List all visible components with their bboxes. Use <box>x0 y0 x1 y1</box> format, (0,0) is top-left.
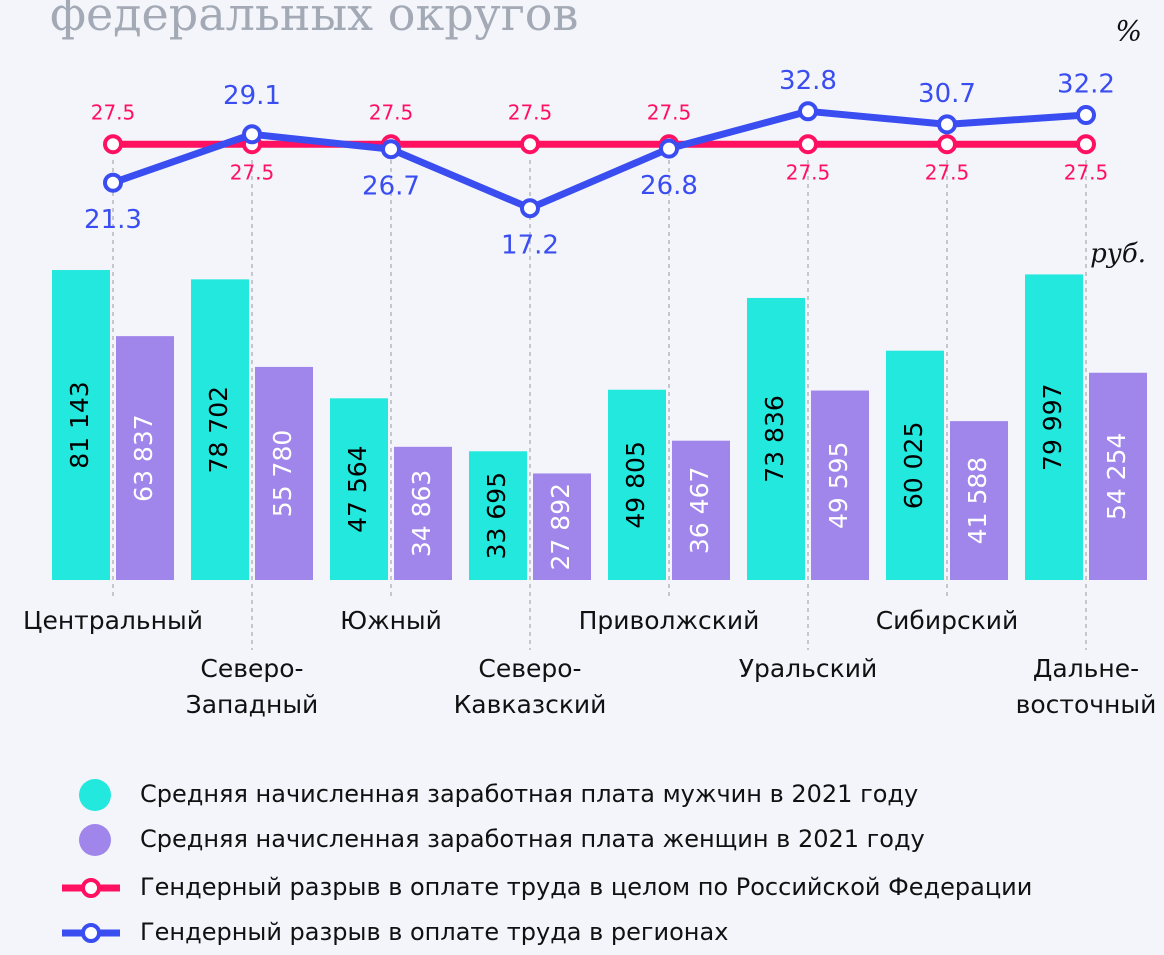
line-point <box>103 134 123 155</box>
line-value-label: 26.8 <box>640 171 698 201</box>
line-value-label: 27.5 <box>647 101 692 125</box>
bar <box>608 389 666 580</box>
line-value-label: 27.5 <box>1064 161 1109 185</box>
x-tick-label: Приволжский <box>579 606 760 635</box>
bar <box>950 421 1008 580</box>
y-unit: руб. <box>1090 239 1146 269</box>
bar-value-label: 47 564 <box>343 445 372 532</box>
line-value-label: 27.5 <box>786 161 831 185</box>
line-point <box>103 172 123 193</box>
line-point <box>798 134 818 155</box>
y2-unit: % <box>1115 15 1142 48</box>
line <box>111 107 1087 212</box>
line-point <box>381 139 401 160</box>
bar <box>255 366 313 580</box>
x-tick-label: Северо- <box>200 654 303 683</box>
x-tick-label: восточный <box>1016 690 1157 719</box>
line-value-label: 29.1 <box>223 81 281 111</box>
legend-marker <box>79 824 111 856</box>
bar <box>886 350 944 580</box>
bar-value-label: 81 143 <box>65 381 94 468</box>
line-value-label: 17.2 <box>501 231 559 261</box>
bar <box>52 270 110 580</box>
x-tick-label: Кавказский <box>454 690 607 719</box>
x-tick-label: Дальне- <box>1033 654 1139 683</box>
bar-value-label: 63 837 <box>129 414 158 501</box>
line-point <box>520 134 540 155</box>
x-tick-label: Центральный <box>23 606 203 635</box>
bar <box>116 336 174 580</box>
bar-value-label: 60 025 <box>899 422 928 509</box>
bar <box>811 390 869 580</box>
line-value-label: 26.7 <box>362 172 420 202</box>
line-value-label: 27.5 <box>91 101 136 125</box>
bar-value-label: 79 997 <box>1038 383 1067 470</box>
bar-value-label: 78 702 <box>204 386 233 473</box>
bar-value-label: 49 595 <box>824 442 853 529</box>
line-point <box>798 101 818 122</box>
bar <box>1025 274 1083 580</box>
bar <box>330 398 388 580</box>
bar <box>1089 372 1147 580</box>
bar-value-label: 36 467 <box>685 467 714 554</box>
bar <box>533 473 591 580</box>
bar-value-label: 27 892 <box>546 483 575 570</box>
bar <box>394 446 452 580</box>
legend-label: Гендерный разрыв в оплате труда в целом … <box>140 873 1032 901</box>
bar-value-label: 49 805 <box>621 441 650 528</box>
bar-value-label: 34 863 <box>407 470 436 557</box>
line-point <box>937 114 957 135</box>
line-point <box>242 124 262 145</box>
line-point <box>520 198 540 219</box>
bar-value-label: 54 254 <box>1102 433 1131 520</box>
bar <box>747 297 805 580</box>
line-point <box>1076 105 1096 126</box>
x-tick-label: Западный <box>186 690 319 719</box>
line-point <box>1076 134 1096 155</box>
legend-label: Гендерный разрыв в оплате труда в регион… <box>140 918 728 946</box>
line-value-label: 32.8 <box>779 66 837 96</box>
line-value-label: 27.5 <box>369 101 414 125</box>
legend-label: Средняя начисленная заработная плата жен… <box>140 825 925 853</box>
line-value-label: 32.2 <box>1057 70 1115 100</box>
x-tick-label: Южный <box>340 606 442 635</box>
x-tick-label: Сибирский <box>876 606 1019 635</box>
x-tick-label: Уральский <box>739 654 877 683</box>
x-tick-label: Северо- <box>478 654 581 683</box>
legend-label: Средняя начисленная заработная плата муж… <box>140 780 918 808</box>
line-value-label: 21.3 <box>84 205 142 235</box>
line-point <box>937 134 957 155</box>
line-value-label: 27.5 <box>508 101 553 125</box>
bar-value-label: 55 780 <box>268 430 297 517</box>
legend-marker <box>79 779 111 811</box>
bar-value-label: 73 836 <box>760 395 789 482</box>
line-value-label: 27.5 <box>230 161 275 185</box>
legend-marker <box>81 923 101 943</box>
bar <box>191 279 249 580</box>
bar <box>672 440 730 580</box>
chart-title: федеральных округов <box>50 0 578 41</box>
bar-value-label: 33 695 <box>482 472 511 559</box>
bar-value-label: 41 588 <box>963 457 992 544</box>
line-point <box>659 138 679 159</box>
legend-marker <box>81 878 101 898</box>
line-value-label: 30.7 <box>918 79 976 109</box>
line-value-label: 27.5 <box>925 161 970 185</box>
bar <box>469 451 527 580</box>
